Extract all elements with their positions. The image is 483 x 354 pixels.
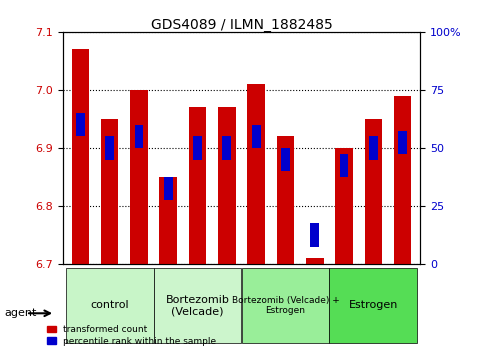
Bar [66, 268, 154, 343]
Bar [242, 268, 329, 343]
Text: control: control [90, 301, 129, 310]
Bar [335, 148, 353, 264]
Bar [311, 223, 319, 247]
Bar [369, 136, 378, 160]
Bar [252, 125, 260, 148]
Text: Bortezomib
(Velcade): Bortezomib (Velcade) [166, 295, 229, 316]
Bar [154, 268, 242, 343]
Legend: transformed count, percentile rank within the sample: transformed count, percentile rank withi… [43, 321, 220, 349]
Bar [71, 49, 89, 264]
Bar [135, 125, 143, 148]
Bar [306, 258, 324, 264]
Bar [76, 113, 85, 136]
Bar [218, 107, 236, 264]
Bar [223, 136, 231, 160]
Bar [130, 90, 148, 264]
Text: GDS4089 / ILMN_1882485: GDS4089 / ILMN_1882485 [151, 18, 332, 32]
Bar [159, 177, 177, 264]
Bar [340, 154, 348, 177]
Bar [365, 119, 382, 264]
Text: Estrogen: Estrogen [349, 301, 398, 310]
Bar [101, 119, 118, 264]
Bar [277, 136, 294, 264]
Bar [189, 107, 206, 264]
Bar [394, 96, 412, 264]
Text: Bortezomib (Velcade) +
Estrogen: Bortezomib (Velcade) + Estrogen [231, 296, 340, 315]
Bar [164, 177, 172, 200]
Bar [398, 131, 407, 154]
Bar [105, 136, 114, 160]
Bar [247, 84, 265, 264]
Bar [329, 268, 417, 343]
Bar [193, 136, 202, 160]
Bar [281, 148, 290, 171]
Text: agent: agent [5, 308, 37, 318]
